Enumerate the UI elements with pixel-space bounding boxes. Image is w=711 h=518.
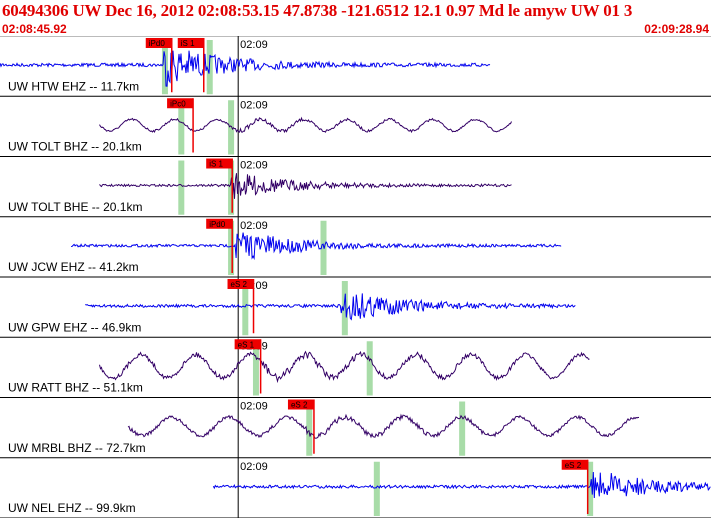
trace-panel[interactable]: 02:09 iS 1 UW TOLT BHE -- 20.1km	[0, 156, 711, 218]
waveform	[99, 350, 590, 384]
waveform	[99, 173, 512, 199]
arrival-window	[366, 341, 373, 396]
pick-flag[interactable]	[561, 459, 588, 470]
minute-label: 02:09	[240, 160, 268, 172]
station-label: UW TOLT BHZ -- 20.1km	[8, 140, 142, 154]
end-time-label: 02:09:28.94	[644, 22, 709, 36]
minute-label: 02:09	[240, 99, 268, 111]
pick-label: iS 1	[209, 160, 223, 169]
arrival-window	[459, 401, 466, 456]
waveform	[212, 471, 711, 499]
arrival-window	[306, 401, 313, 456]
pick-flag[interactable]	[167, 98, 194, 109]
pick-label: eS 1	[238, 340, 255, 349]
pick-label: iPc0	[170, 99, 186, 108]
pick-label: iPd0	[209, 220, 226, 229]
arrival-window	[242, 281, 249, 336]
pick-flag[interactable]	[287, 399, 314, 410]
arrival-window	[252, 341, 259, 396]
pick-flag[interactable]	[145, 38, 172, 48]
arrival-window	[341, 281, 348, 336]
minute-label: 02:09	[240, 39, 268, 51]
station-label: UW HTW EHZ -- 11.7km	[8, 79, 139, 93]
station-label: UW NEL EHZ -- 99.9km	[8, 501, 136, 515]
trace-panel[interactable]: 02:09 iPc0 UW TOLT BHZ -- 20.1km	[0, 96, 711, 157]
pick-flag[interactable]	[206, 218, 233, 229]
waveform	[71, 232, 562, 261]
event-title: 60494306 UW Dec 16, 2012 02:08:53.15 47.…	[2, 1, 633, 20]
station-label: UW GPW EHZ -- 46.9km	[8, 320, 141, 334]
event-header: 60494306 UW Dec 16, 2012 02:08:53.15 47.…	[0, 0, 711, 37]
arrival-window	[178, 160, 185, 215]
station-label: UW TOLT BHE -- 20.1km	[8, 200, 142, 214]
pick-flag[interactable]	[206, 158, 233, 169]
waveform	[127, 413, 640, 439]
minute-label: 02:09	[240, 401, 268, 413]
waveform	[85, 293, 576, 321]
station-label: UW RATT BHZ -- 51.1km	[8, 381, 143, 395]
pick-flag[interactable]	[234, 339, 261, 350]
pick-label: eS 2	[565, 461, 582, 470]
pick-label: eS 2	[231, 280, 248, 289]
trace-panel[interactable]: 02:09 iPd0 UW JCW EHZ -- 41.2km	[0, 216, 711, 278]
station-label: UW JCW EHZ -- 41.2km	[8, 260, 139, 274]
trace-panel[interactable]: 02:09 iPd0 iS 1 UW HTW EHZ -- 11.7km	[0, 36, 711, 97]
arrival-window	[228, 160, 235, 215]
waveform	[99, 116, 512, 134]
arrival-window	[228, 220, 235, 275]
arrival-window	[587, 461, 594, 516]
station-label: UW MRBL BHZ -- 72.7km	[8, 441, 146, 455]
pick-label: iPd0	[149, 39, 166, 48]
trace-panel[interactable]: 02:09 eS 2 UW MRBL BHZ -- 72.7km	[0, 397, 711, 459]
minute-label: 02:09	[240, 461, 268, 473]
pick-label: eS 2	[291, 401, 308, 410]
seismogram-plot[interactable]: 02:09 iPd0 iS 1 UW HTW EHZ -- 11.7km 02:09 iP…	[0, 36, 711, 518]
arrival-window	[228, 100, 235, 155]
minute-label: 02:09	[240, 220, 268, 232]
pick-flag[interactable]	[177, 38, 204, 48]
pick-flag[interactable]	[227, 279, 254, 289]
arrival-window	[373, 461, 380, 516]
start-time-label: 02:08:45.92	[2, 22, 67, 36]
waveform	[0, 50, 491, 87]
arrival-window	[178, 100, 185, 155]
pick-label: iS 1	[181, 39, 195, 48]
trace-panel[interactable]: 02:09 eS 2 UW NEL EHZ -- 99.9km	[0, 457, 711, 518]
